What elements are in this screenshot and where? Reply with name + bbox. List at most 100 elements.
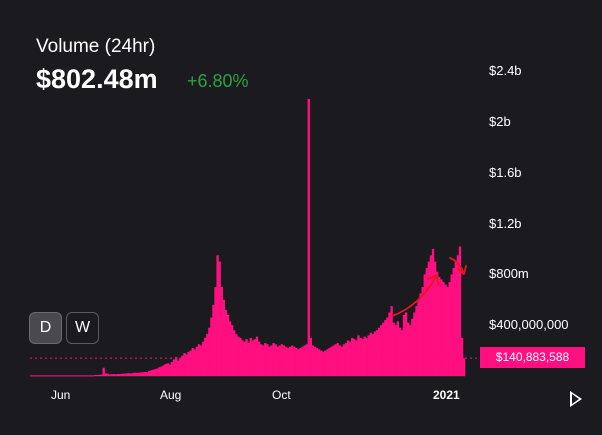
volume-bar	[179, 358, 182, 376]
volume-bar	[313, 346, 317, 376]
volume-bar	[239, 337, 242, 377]
volume-bar	[38, 375, 41, 377]
volume-bar	[63, 375, 66, 377]
volume-bar	[206, 334, 209, 376]
chart-title: Volume (24hr)	[36, 36, 156, 57]
volume-bar	[220, 287, 223, 376]
volume-bar	[94, 374, 97, 376]
volume-bar	[189, 350, 192, 376]
volume-bar	[365, 337, 368, 377]
volume-bar	[382, 322, 385, 377]
volume-bar	[36, 375, 39, 377]
volume-bar	[32, 375, 35, 377]
volume-bar	[112, 374, 116, 376]
volume-bar	[214, 287, 217, 376]
volume-bar	[92, 375, 95, 377]
volume-bar	[442, 281, 445, 376]
volume-bar	[324, 350, 327, 376]
volume-bar	[303, 345, 306, 376]
volume-bar	[224, 309, 228, 376]
volume-bar	[330, 346, 333, 376]
volume-bar	[195, 346, 199, 376]
volume-bar	[349, 341, 352, 376]
volume-bar	[119, 374, 122, 376]
volume-bar	[168, 364, 172, 376]
volume-bar	[264, 342, 267, 376]
volume-bar	[228, 321, 232, 376]
volume-bar	[88, 375, 91, 377]
volume-bar	[181, 355, 184, 376]
volume-bar	[444, 284, 447, 376]
volume-bar	[137, 372, 141, 376]
volume-bar	[108, 374, 112, 376]
volume-bar	[311, 345, 315, 376]
y-tick-label: $400,000,000	[489, 317, 569, 333]
volume-bar	[357, 335, 360, 376]
volume-bar	[129, 373, 132, 376]
volume-bar	[390, 306, 393, 376]
volume-bar	[133, 372, 136, 376]
volume-bar	[98, 374, 101, 376]
volume-bar	[125, 373, 128, 376]
volume-bar	[193, 349, 197, 376]
volume-bar	[367, 335, 371, 376]
volume-bar	[342, 344, 346, 376]
volume-bar	[332, 345, 335, 376]
volume-bar	[69, 375, 72, 377]
range-button-week[interactable]: W	[66, 312, 99, 344]
volume-bar	[317, 349, 321, 376]
volume-bar	[106, 373, 110, 376]
volume-bar	[71, 375, 74, 377]
volume-bar	[402, 315, 406, 376]
volume-bar	[407, 322, 410, 377]
volume-bar	[375, 330, 379, 376]
volume-bar	[164, 363, 168, 376]
volume-bar	[177, 360, 180, 376]
y-tick-label: $1.2b	[489, 215, 522, 231]
volume-bar	[127, 373, 130, 376]
x-tick-label: 2021	[433, 388, 460, 402]
volume-bar	[301, 346, 304, 376]
x-tick-label: Aug	[160, 388, 182, 402]
volume-bar	[152, 369, 155, 376]
volume-bar	[139, 372, 143, 376]
volume-bar	[272, 342, 275, 376]
volume-bar	[411, 318, 414, 376]
volume-bar	[307, 98, 310, 377]
volume-bar	[398, 327, 402, 376]
play-icon[interactable]	[570, 391, 582, 407]
volume-bar	[440, 279, 443, 376]
volume-bar	[380, 325, 383, 376]
volume-bar	[384, 320, 387, 376]
volume-bar	[226, 315, 230, 376]
volume-bar	[187, 351, 190, 376]
volume-bar	[222, 299, 226, 376]
volume-bar	[388, 312, 391, 376]
volume-bar	[396, 321, 400, 376]
volume-bar	[346, 340, 350, 376]
volume-bar	[268, 346, 271, 376]
volume-bar	[44, 375, 47, 377]
volume-bar	[85, 375, 89, 377]
volume-bar	[175, 356, 178, 376]
volume-bar	[183, 353, 186, 377]
volume-bar	[50, 375, 54, 377]
volume-bar	[448, 281, 451, 376]
volume-bar	[284, 346, 288, 376]
volume-bar	[201, 341, 205, 376]
volume-bar	[413, 312, 416, 376]
volume-bar	[141, 372, 145, 376]
volume-bar	[233, 330, 236, 376]
volume-bar	[338, 345, 342, 376]
volume-bar	[150, 370, 153, 376]
volume-bar	[359, 337, 362, 377]
volume-bar	[400, 330, 404, 376]
range-button-day[interactable]: D	[29, 312, 62, 344]
volume-bar	[452, 267, 455, 376]
volume-bar	[67, 375, 70, 377]
volume-bar	[121, 373, 124, 376]
volume-bar	[257, 341, 261, 376]
volume-bar	[320, 350, 323, 376]
volume-bar	[204, 337, 207, 377]
volume-bar	[123, 373, 126, 376]
